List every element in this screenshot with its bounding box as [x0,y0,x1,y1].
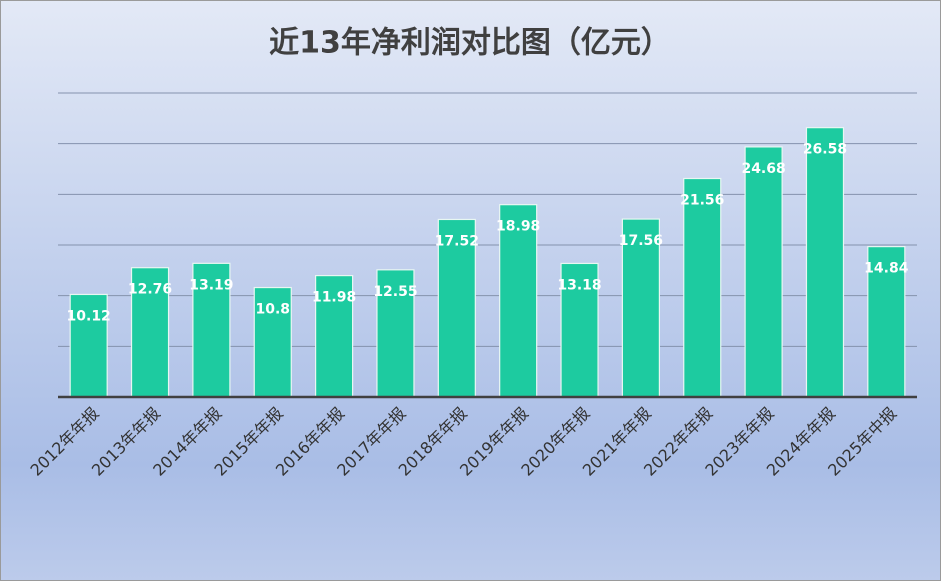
bar [621,218,660,398]
data-label: 24.68 [741,161,785,177]
chart-title: 近13年净利润对比图（亿元） [269,26,671,61]
bar [560,262,599,398]
bar [744,146,783,398]
bar [437,218,476,398]
data-label: 26.58 [803,142,847,158]
bar [315,275,354,398]
data-label: 17.52 [435,233,479,249]
data-label: 12.76 [128,282,172,298]
data-label: 10.8 [255,302,290,318]
data-label: 17.56 [619,233,663,249]
data-label: 13.19 [189,277,233,293]
bar [805,127,845,398]
data-label: 10.12 [67,308,111,324]
bar [683,177,722,398]
bar [69,293,108,398]
data-label: 12.55 [373,284,417,300]
data-label: 11.98 [312,290,356,306]
bar [192,262,231,398]
data-label: 13.18 [557,277,601,293]
data-label: 21.56 [680,193,724,209]
bar [376,269,415,398]
bar [499,204,538,398]
bar [867,246,906,398]
data-label: 18.98 [496,219,540,235]
data-label: 14.84 [864,261,909,277]
